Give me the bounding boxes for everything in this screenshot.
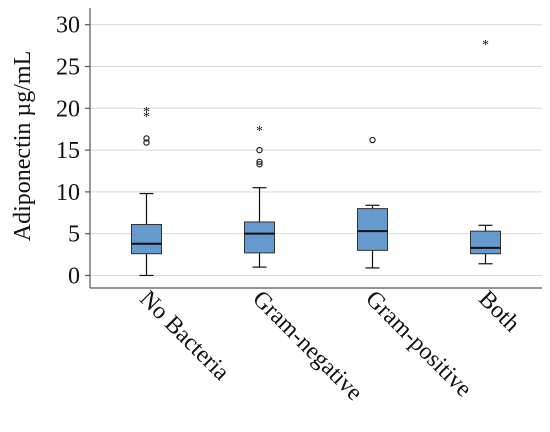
y-tick-label: 30	[56, 13, 80, 39]
y-tick-label: 25	[56, 55, 80, 81]
y-tick-labels: 0 5 10 15 20 25 30	[56, 13, 90, 289]
outlier-circle	[369, 136, 376, 144]
y-tick-label: 10	[56, 180, 80, 206]
category-label: Both	[473, 286, 524, 337]
outlier-circle	[256, 146, 263, 154]
outlier-circle	[256, 158, 263, 165]
y-tick-label: 15	[56, 138, 80, 164]
box-both	[470, 230, 501, 255]
category-labels: No Bacteria Gram-negativeGram-positiveBot…	[134, 286, 524, 406]
y-tick-label: 20	[56, 96, 80, 122]
outlier-star: *	[482, 38, 489, 53]
outlier-star: *	[143, 110, 150, 125]
y-tick-label: 0	[68, 263, 80, 289]
box-gram-negative	[244, 221, 275, 254]
boxes	[131, 187, 501, 277]
outlier-star: *	[256, 124, 263, 139]
outliers: ****	[143, 38, 489, 168]
outlier-circle	[143, 135, 150, 142]
outlier-circle	[143, 139, 150, 146]
box-gram-positive	[357, 208, 388, 251]
box-no-bacteria	[131, 223, 162, 255]
category-label: No Bacteria	[134, 286, 234, 386]
y-axis-label: Adiponectin µg/mL	[10, 51, 36, 241]
category-label: Gram-positive	[360, 286, 476, 402]
axes	[89, 8, 542, 289]
y-tick-label: 5	[68, 222, 80, 248]
gridlines	[90, 24, 542, 276]
outlier-star: *	[143, 105, 150, 120]
outlier-circle	[256, 161, 263, 168]
category-label: Gram-negative	[247, 286, 367, 406]
